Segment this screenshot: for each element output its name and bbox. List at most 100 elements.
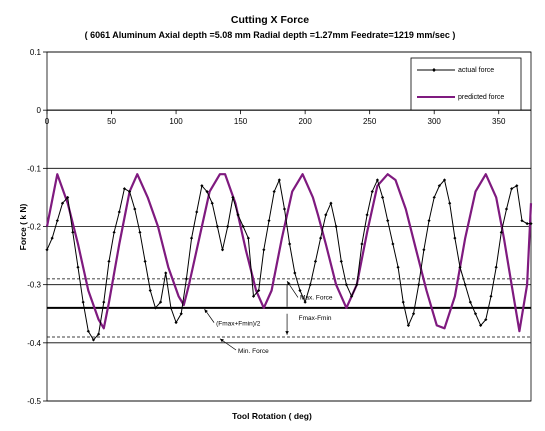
data-point-actual-force — [448, 201, 452, 205]
data-point-actual-force — [288, 242, 292, 246]
data-point-actual-force — [375, 178, 380, 182]
data-point-actual-force — [529, 221, 533, 226]
data-point-actual-force — [236, 213, 240, 217]
data-point-actual-force — [422, 248, 426, 252]
data-point-actual-force — [303, 300, 307, 304]
data-point-actual-force — [401, 300, 405, 304]
data-point-actual-force — [189, 236, 194, 240]
data-point-actual-force — [55, 219, 59, 223]
x-tick-label: 150 — [234, 117, 248, 126]
data-point-actual-force — [504, 207, 509, 211]
annotation-max-force: Max. Force — [300, 294, 333, 301]
data-point-actual-force — [102, 300, 106, 304]
data-point-actual-force — [453, 236, 457, 240]
data-point-actual-force — [391, 242, 395, 246]
x-axis-label: Tool Rotation ( deg) — [232, 411, 312, 421]
data-point-actual-force — [91, 338, 96, 342]
data-point-actual-force — [45, 248, 49, 252]
data-point-actual-force — [200, 184, 204, 188]
data-point-actual-force — [262, 248, 266, 252]
y-tick-label: 0.1 — [30, 48, 42, 57]
legend-box — [410, 57, 522, 111]
y-tick-label: -0.5 — [27, 397, 41, 406]
annotation-min-force: Min. Force — [238, 348, 269, 355]
data-point-actual-force — [272, 190, 276, 194]
data-point-actual-force — [319, 236, 323, 240]
data-point-actual-force — [215, 224, 219, 229]
annotations: Max. Force Fmax-Fmin (Fmax+Fmin)/2 Min. For… — [204, 280, 333, 355]
data-point-actual-force — [138, 230, 142, 234]
data-point-actual-force — [195, 210, 199, 214]
y-tick-label: -0.4 — [27, 339, 41, 348]
chart-title: Cutting X Force — [231, 14, 309, 26]
data-point-actual-force — [50, 236, 54, 240]
data-point-actual-force — [184, 277, 188, 281]
data-point-actual-force — [164, 271, 168, 275]
x-tick-label: 300 — [428, 117, 442, 126]
data-point-actual-force — [515, 184, 519, 188]
legend-marker-actual — [432, 68, 436, 72]
data-point-actual-force — [479, 323, 483, 327]
data-point-actual-force — [169, 306, 173, 310]
data-point-actual-force — [339, 259, 343, 263]
data-point-actual-force — [334, 224, 338, 229]
data-point-actual-force — [143, 259, 147, 263]
chart-subtitle: ( 6061 Aluminum Axial depth =5.08 mm Rad… — [85, 30, 456, 40]
x-tick-label: 250 — [363, 117, 377, 126]
data-point-actual-force — [267, 219, 271, 223]
data-point-actual-force — [226, 224, 230, 229]
x-tick-label: 100 — [169, 117, 183, 126]
reference-lines — [47, 278, 531, 338]
data-point-actual-force — [329, 201, 333, 205]
data-point-actual-force — [442, 178, 447, 182]
data-point-actual-force — [97, 332, 101, 336]
data-point-actual-force — [411, 312, 416, 316]
annotation-arrow-mean-force-head — [204, 309, 208, 314]
data-point-actual-force — [133, 207, 137, 211]
data-point-actual-force — [60, 201, 65, 205]
data-point-actual-force — [205, 190, 209, 194]
data-point-actual-force — [257, 288, 261, 293]
data-point-actual-force — [510, 187, 514, 191]
y-tick-label: 0 — [37, 106, 42, 115]
annotation-arrow-fmax-fmin-head — [285, 331, 289, 335]
data-point-actual-force — [210, 201, 214, 205]
data-point-actual-force — [251, 294, 256, 298]
y-tick-label: -0.3 — [27, 281, 41, 290]
annotation-arrow-max-force-head — [287, 281, 291, 286]
y-axis-label: Force ( k N) — [18, 203, 28, 250]
x-tick-label: 0 — [45, 117, 50, 126]
data-point-actual-force — [158, 300, 163, 304]
data-point-actual-force — [432, 195, 436, 200]
data-point-actual-force — [231, 195, 235, 200]
data-point-actual-force — [117, 210, 121, 214]
data-point-actual-force — [520, 219, 524, 223]
data-point-actual-force — [179, 312, 183, 316]
data-point-actual-force — [122, 187, 127, 191]
data-point-actual-force — [81, 300, 85, 304]
data-point-actual-force — [360, 242, 364, 246]
data-point-actual-force — [298, 288, 302, 293]
data-point-actual-force — [355, 283, 359, 287]
data-point-actual-force — [282, 207, 287, 211]
data-point-actual-force — [76, 265, 80, 269]
series — [45, 173, 533, 342]
annotation-arrow-min-force-head — [219, 338, 224, 343]
data-point-actual-force — [107, 259, 111, 263]
data-point-actual-force — [293, 271, 297, 275]
data-point-actual-force — [499, 230, 503, 234]
data-point-actual-force — [148, 288, 152, 293]
data-point-actual-force — [66, 195, 70, 200]
data-point-actual-force — [71, 230, 75, 234]
data-point-actual-force — [427, 219, 431, 223]
data-point-actual-force — [380, 195, 385, 200]
data-point-actual-force — [489, 294, 493, 298]
data-point-actual-force — [473, 312, 478, 316]
data-point-actual-force — [128, 190, 132, 194]
data-point-actual-force — [406, 323, 410, 327]
series-line-predicted-force — [45, 173, 533, 333]
data-point-actual-force — [277, 178, 281, 182]
axes: 0.1 0 -0.1 -0.2 -0.3 -0.4 -0.5 0 50 100 150 200 250 3… — [27, 48, 531, 406]
annotation-fmax-fmin: Fmax-Fmin — [299, 315, 332, 322]
